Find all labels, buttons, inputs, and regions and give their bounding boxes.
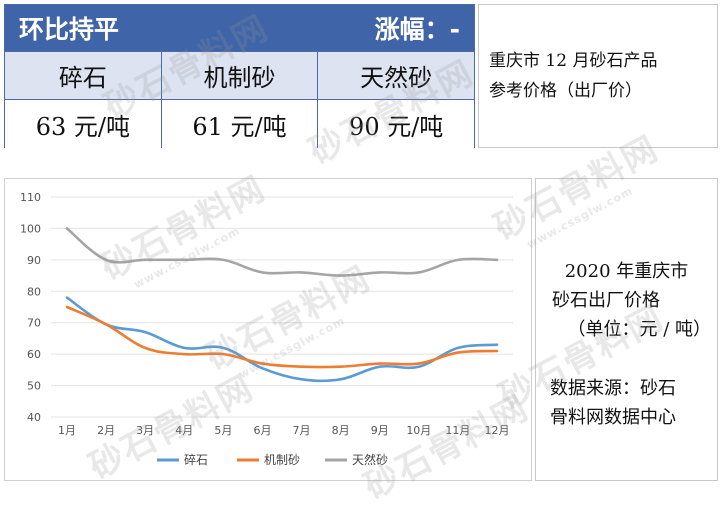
legend-label: 碎石 [184,452,208,467]
top-description-line2: 参考价格（出厂价） [489,81,642,101]
price-natural-sand: 90 元/吨 [317,100,474,148]
product-name-crushed-stone: 碎石 [58,64,107,92]
legend-label: 机制砂 [264,453,300,467]
series-line-1 [65,296,499,383]
y-tick-label: 90 [27,254,41,267]
x-tick-label: 3月 [136,424,154,437]
y-tick-label: 100 [20,222,41,235]
price-table: 环比持平 涨幅：- 碎石 机制砂 天然砂 63 元/吨 61 元/吨 90 元/… [4,4,475,148]
data-source-line2: 骨料网数据中心 [550,407,676,428]
x-tick-label: 5月 [214,424,232,437]
price-machine-sand: 61 元/吨 [160,100,318,148]
y-tick-label: 50 [27,380,41,393]
product-name-row: 碎石 机制砂 天然砂 [5,51,474,99]
table-header: 环比持平 涨幅：- [5,5,474,51]
x-tick-label: 4月 [175,424,193,437]
bottom-description: 2020 年重庆市 砂石出厂价格 （单位：元 / 吨） 数据来源：砂石 骨料网数… [535,178,718,481]
x-tick-label: 6月 [253,424,271,437]
x-tick-label: 11月 [445,424,470,437]
price-line-chart: 40 50 60 70 80 90 100 110 1月 2月 3月 4月 5月 6月 7月 8月 9月 10月 1… [4,178,532,481]
x-tick-label: 2月 [97,424,115,437]
product-name-machine-sand: 机制砂 [160,52,318,99]
x-tick-label: 8月 [332,424,350,437]
chart-caption-unit: （单位：元 / 吨） [567,319,711,340]
x-tick-label: 10月 [406,424,431,437]
chart-caption-year: 2020 年重庆市 [564,261,689,282]
x-tick-label: 1月 [58,424,76,437]
series-line-2 [65,305,499,369]
y-tick-label: 80 [27,285,41,298]
chart-caption-subject: 砂石出厂价格 [552,290,660,311]
product-name-natural-sand: 天然砂 [317,52,474,99]
chart-svg: 40 50 60 70 80 90 100 110 1月 2月 3月 4月 5月 6月 7月 8月 9月 10月 1… [20,191,513,467]
table-title: 环比持平 [19,15,120,44]
y-tick-label: 40 [27,411,41,424]
x-tick-label: 7月 [293,424,311,437]
change-label: 涨幅：- [374,15,460,44]
data-source-line1: 数据来源：砂石 [550,378,676,399]
legend-label: 天然砂 [352,452,388,467]
series-line-3 [65,227,499,277]
top-description: 重庆市 12 月砂石产品 参考价格（出厂价） [478,4,718,148]
y-tick-label: 60 [27,348,41,361]
price-crushed-stone: 63 元/吨 [35,112,130,141]
x-tick-label: 9月 [371,424,389,437]
product-price-row: 63 元/吨 61 元/吨 90 元/吨 [5,99,474,148]
y-tick-label: 70 [27,317,41,330]
top-description-line1: 重庆市 12 月砂石产品 [489,51,658,71]
y-tick-label: 110 [20,191,41,204]
x-tick-label: 12月 [485,424,510,437]
